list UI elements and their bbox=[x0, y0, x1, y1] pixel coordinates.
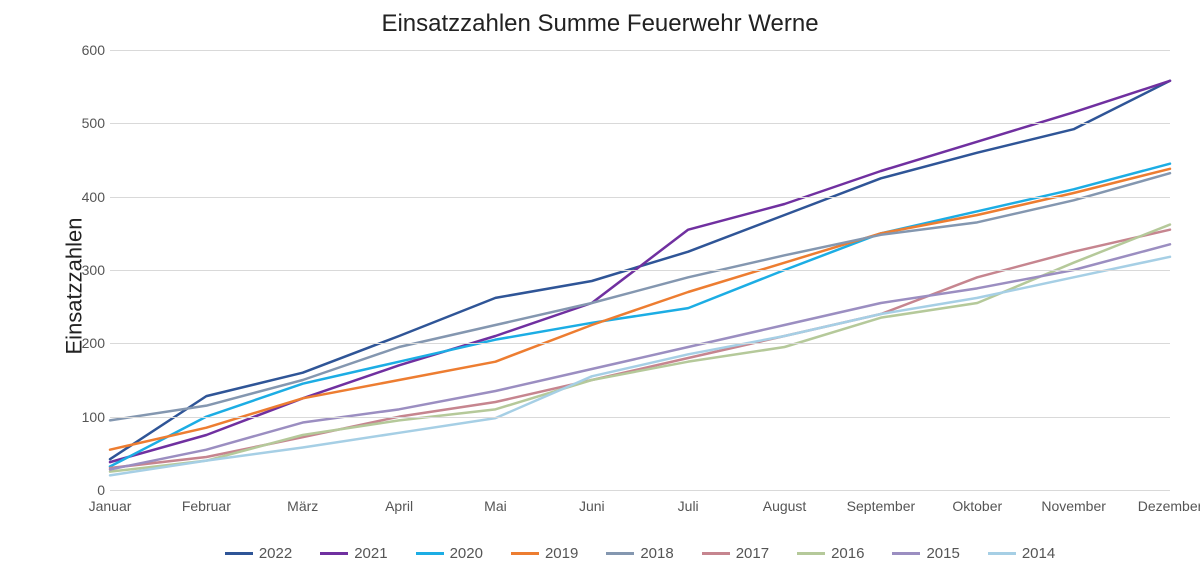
legend-label: 2017 bbox=[736, 545, 769, 562]
y-tick-label: 600 bbox=[65, 42, 105, 58]
x-tick-label: August bbox=[763, 498, 807, 514]
legend-item-2014: 2014 bbox=[988, 545, 1055, 562]
x-tick-label: Juli bbox=[678, 498, 699, 514]
y-tick-label: 500 bbox=[65, 115, 105, 131]
x-tick-label: Oktober bbox=[952, 498, 1002, 514]
legend-item-2017: 2017 bbox=[702, 545, 769, 562]
legend-swatch bbox=[702, 552, 730, 555]
x-tick-label: Dezember bbox=[1138, 498, 1200, 514]
y-tick-label: 300 bbox=[65, 262, 105, 278]
legend-swatch bbox=[511, 552, 539, 555]
gridline bbox=[110, 50, 1170, 51]
x-tick-label: Januar bbox=[89, 498, 132, 514]
y-tick-label: 200 bbox=[65, 335, 105, 351]
legend-item-2019: 2019 bbox=[511, 545, 578, 562]
legend-item-2020: 2020 bbox=[416, 545, 483, 562]
gridline bbox=[110, 270, 1170, 271]
legend-item-2018: 2018 bbox=[606, 545, 673, 562]
y-tick-label: 400 bbox=[65, 189, 105, 205]
series-line-2020 bbox=[110, 164, 1170, 467]
legend-label: 2018 bbox=[640, 545, 673, 562]
legend-swatch bbox=[988, 552, 1016, 555]
chart-container: Einsatzzahlen Summe Feuerwehr Werne Eins… bbox=[0, 0, 1200, 572]
legend-swatch bbox=[225, 552, 253, 555]
x-tick-label: März bbox=[287, 498, 318, 514]
gridline bbox=[110, 123, 1170, 124]
chart-title: Einsatzzahlen Summe Feuerwehr Werne bbox=[0, 10, 1200, 38]
series-line-2019 bbox=[110, 169, 1170, 450]
series-line-2016 bbox=[110, 225, 1170, 472]
legend-label: 2014 bbox=[1022, 545, 1055, 562]
legend-label: 2016 bbox=[831, 545, 864, 562]
legend-swatch bbox=[797, 552, 825, 555]
legend: 2022 2021 2020 2019 2018 2017 2016 2015 2014 bbox=[110, 545, 1170, 562]
x-tick-label: November bbox=[1041, 498, 1106, 514]
y-tick-label: 0 bbox=[65, 482, 105, 498]
x-tick-label: Mai bbox=[484, 498, 507, 514]
legend-label: 2020 bbox=[450, 545, 483, 562]
legend-label: 2015 bbox=[926, 545, 959, 562]
legend-item-2015: 2015 bbox=[892, 545, 959, 562]
legend-label: 2022 bbox=[259, 545, 292, 562]
y-axis-label: Einsatzzahlen bbox=[61, 218, 87, 355]
x-tick-label: Juni bbox=[579, 498, 605, 514]
series-line-2021 bbox=[110, 81, 1170, 462]
gridline bbox=[110, 417, 1170, 418]
legend-swatch bbox=[892, 552, 920, 555]
legend-swatch bbox=[320, 552, 348, 555]
series-line-2015 bbox=[110, 244, 1170, 469]
gridline bbox=[110, 490, 1170, 491]
legend-item-2016: 2016 bbox=[797, 545, 864, 562]
legend-label: 2019 bbox=[545, 545, 578, 562]
x-tick-label: September bbox=[847, 498, 915, 514]
x-tick-label: Februar bbox=[182, 498, 231, 514]
legend-item-2022: 2022 bbox=[225, 545, 292, 562]
plot-area: 0100200300400500600JanuarFebruarMärzApri… bbox=[110, 50, 1170, 490]
legend-swatch bbox=[606, 552, 634, 555]
x-tick-label: April bbox=[385, 498, 413, 514]
y-tick-label: 100 bbox=[65, 409, 105, 425]
legend-item-2021: 2021 bbox=[320, 545, 387, 562]
series-line-2018 bbox=[110, 173, 1170, 420]
legend-swatch bbox=[416, 552, 444, 555]
gridline bbox=[110, 343, 1170, 344]
gridline bbox=[110, 197, 1170, 198]
legend-label: 2021 bbox=[354, 545, 387, 562]
